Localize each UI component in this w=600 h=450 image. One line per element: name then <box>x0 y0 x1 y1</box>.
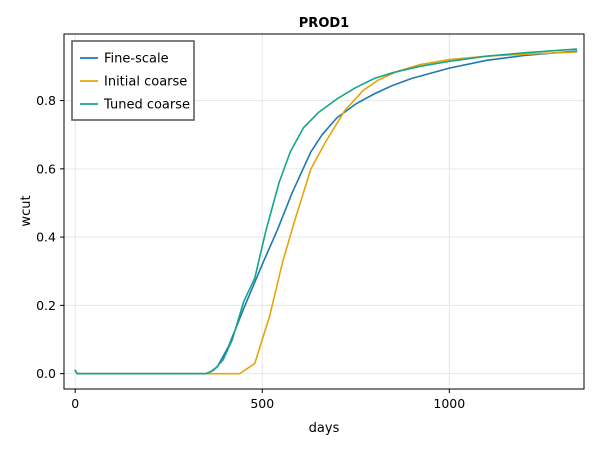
chart-title: PROD1 <box>299 16 349 31</box>
x-axis-label: days <box>309 421 340 436</box>
legend-label-fine-scale: Fine-scale <box>104 52 169 67</box>
x-tick-label: 0 <box>71 396 79 411</box>
y-tick-label: 0.6 <box>36 161 56 176</box>
plot-frame <box>63 33 585 390</box>
legend-items: Fine-scale Initial coarse Tuned coarse <box>80 52 190 113</box>
y-tick-label: 0.8 <box>36 93 56 108</box>
y-tick-label: 0.2 <box>36 298 56 313</box>
x-tick-label: 500 <box>250 396 274 411</box>
y-tick-label: 0.0 <box>36 366 56 381</box>
legend: Fine-scale Initial coarse Tuned coarse <box>71 40 195 121</box>
legend-label-initial-coarse: Initial coarse <box>104 75 187 90</box>
ticks: 0 500 1000 0.0 0.2 0.4 0.6 0.8 <box>36 93 465 411</box>
legend-label-tuned-coarse: Tuned coarse <box>103 98 190 113</box>
y-axis-label: wcut <box>19 195 34 226</box>
legend-box <box>71 40 195 121</box>
y-tick-label: 0.4 <box>36 230 56 245</box>
series-group <box>74 48 578 375</box>
x-tick-label: 1000 <box>433 396 465 411</box>
series-line-tuned-coarse <box>74 48 578 375</box>
